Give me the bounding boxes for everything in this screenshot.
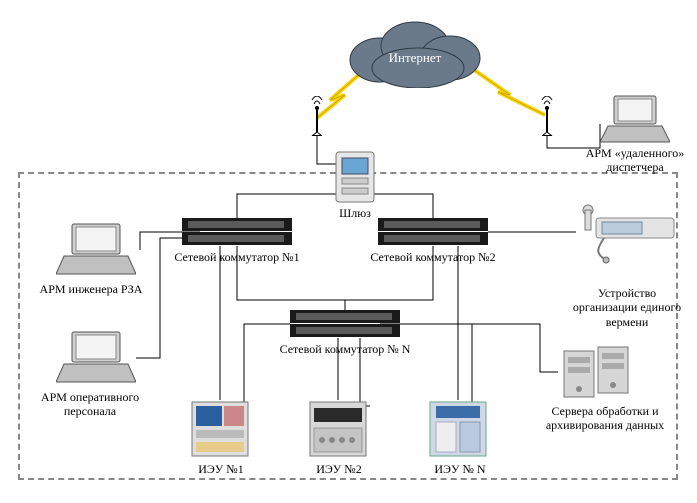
label-time-device: Устройство организации единого вермени [572, 286, 682, 329]
internet-label: Интернет [389, 50, 442, 65]
switch-1 [182, 218, 292, 246]
label-oper-arm: АРМ оперативного персонала [30, 390, 150, 419]
ied-n [428, 400, 488, 458]
switch-2 [378, 218, 488, 246]
label-switch-1: Сетевой коммутатор №1 [172, 250, 302, 264]
servers [558, 345, 648, 400]
label-ied-n: ИЭУ № N [422, 462, 498, 476]
ied-2 [308, 400, 368, 458]
switch-n [290, 310, 400, 338]
label-rza-arm: АРМ инженера РЗА [26, 282, 156, 296]
laptop-remote [600, 94, 670, 144]
gateway-device [332, 150, 378, 204]
label-switch-2: Сетевой коммутатор №2 [368, 250, 498, 264]
label-ied-2: ИЭУ №2 [304, 462, 374, 476]
label-switch-n: Сетевой коммутатор № N [278, 342, 412, 356]
label-servers: Сервера обработки и архивирования данных [530, 404, 680, 433]
label-remote-arm: АРМ «удаленного» диспетчера [580, 146, 690, 175]
internet-cloud: Интернет [340, 18, 490, 88]
laptop-rza [56, 222, 136, 277]
ied-1 [190, 400, 250, 458]
laptop-operational [56, 330, 136, 385]
time-sync-device [576, 204, 676, 264]
antenna-left [310, 96, 324, 136]
antenna-right [540, 96, 554, 136]
label-ied-1: ИЭУ №1 [186, 462, 256, 476]
